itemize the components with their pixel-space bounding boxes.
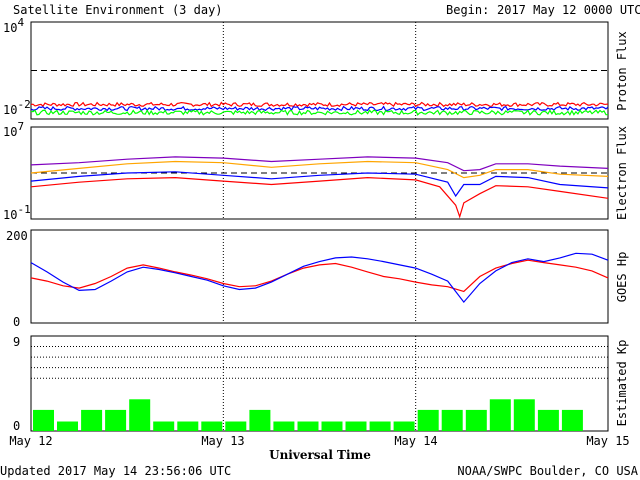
hp-series-line	[30, 259, 609, 293]
kp-ytick-top: 9	[13, 335, 20, 349]
kp-ytick-bottom: 0	[13, 419, 20, 433]
credit-text: NOAA/SWPC Boulder, CO USA	[457, 464, 638, 478]
proton-series-line	[30, 101, 609, 108]
proton-flux-plot	[30, 70, 609, 116]
kp-bar	[33, 409, 54, 431]
kp-bar	[369, 421, 391, 431]
xtick-may13: May 13	[201, 434, 244, 448]
xtick-may15: May 15	[586, 434, 629, 448]
kp-bar	[417, 409, 439, 431]
kp-bar	[249, 409, 271, 431]
kp-bar	[345, 421, 367, 431]
kp-bar	[297, 421, 319, 431]
kp-bar	[153, 421, 175, 431]
xtick-may12: May 12	[9, 434, 52, 448]
electron-ytick-bottom: 10-1	[3, 203, 31, 222]
begin-label: Begin:	[446, 3, 489, 17]
kp-bar	[57, 421, 78, 431]
kp-bar	[489, 399, 511, 431]
chart-title: Satellite Environment (3 day)	[13, 3, 223, 17]
estimated-kp-plot	[31, 335, 608, 431]
kp-bar	[177, 421, 199, 431]
updated-timestamp: Updated 2017 May 14 23:56:06 UTC	[0, 464, 231, 478]
hp-series-line	[30, 252, 609, 304]
electron-series-line	[30, 171, 609, 198]
day-gridlines	[222, 22, 417, 431]
kp-bar	[273, 421, 295, 431]
proton-ylabel: Proton Flux	[615, 31, 629, 110]
electron-flux-plot	[30, 156, 609, 219]
kp-bar	[441, 409, 463, 431]
hp-ylabel: GOES Hp	[615, 252, 629, 303]
xtick-may14: May 14	[394, 434, 437, 448]
kp-bar	[321, 421, 343, 431]
hp-ytick-bottom: 0	[13, 315, 20, 329]
kp-bar	[105, 409, 127, 431]
proton-ytick-top: 104	[3, 16, 24, 35]
proton-series-line	[30, 105, 609, 112]
kp-bar	[393, 421, 415, 431]
proton-series-line	[30, 109, 608, 116]
hp-ytick-top: 200	[6, 229, 28, 243]
kp-bar	[129, 399, 151, 431]
kp-bar	[201, 421, 223, 431]
xaxis-title: Universal Time	[269, 448, 371, 462]
kp-ylabel: Estimated Kp	[615, 340, 629, 427]
goes-hp-plot	[30, 252, 609, 304]
electron-ylabel: Electron Flux	[615, 126, 629, 220]
begin-value: 2017 May 12 0000 UTC	[497, 3, 640, 17]
kp-bar	[465, 409, 487, 431]
electron-series-line	[30, 176, 609, 219]
proton-ytick-bottom: 10-2	[3, 98, 31, 117]
kp-bar	[537, 409, 559, 431]
kp-bar	[81, 409, 103, 431]
kp-bar	[561, 409, 583, 431]
electron-ytick-top: 107	[3, 120, 24, 139]
electron-series-line	[30, 160, 609, 179]
kp-bar	[513, 399, 535, 431]
kp-bar	[225, 421, 247, 431]
hp-panel-frame	[30, 229, 609, 324]
electron-series-line	[30, 156, 609, 172]
